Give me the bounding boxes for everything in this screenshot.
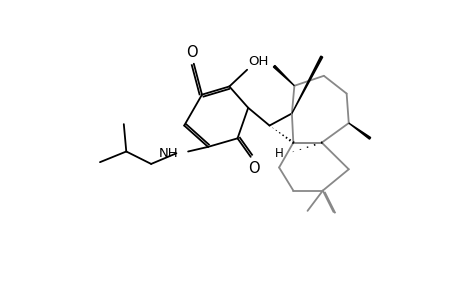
Polygon shape — [291, 56, 322, 113]
Text: NH: NH — [158, 147, 178, 160]
Polygon shape — [348, 123, 370, 139]
Text: H: H — [274, 148, 283, 160]
Text: O: O — [186, 45, 197, 60]
Polygon shape — [273, 65, 294, 86]
Text: OH: OH — [248, 55, 269, 68]
Text: O: O — [247, 161, 259, 176]
